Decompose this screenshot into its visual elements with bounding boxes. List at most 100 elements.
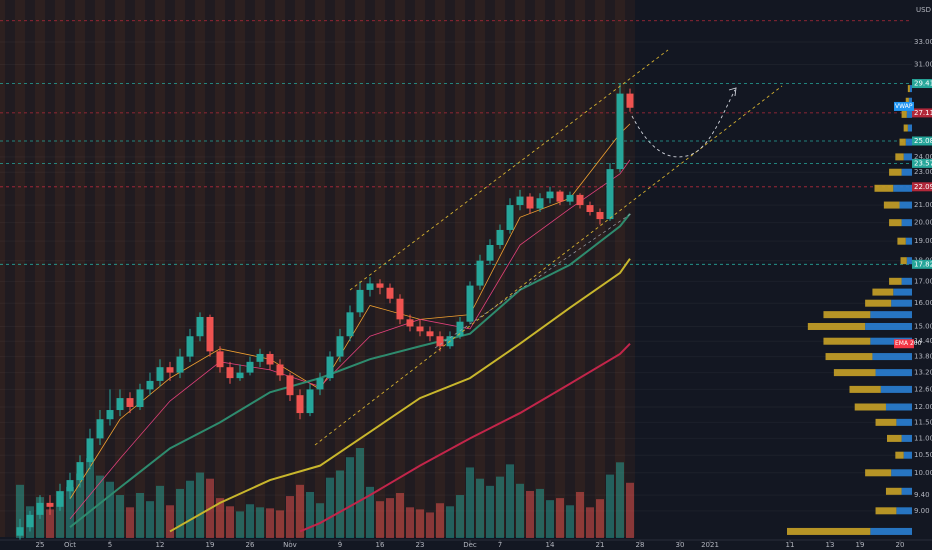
y-tick-label: 14.40	[914, 337, 932, 345]
volume-bar	[146, 501, 154, 538]
volume-bar	[306, 491, 314, 538]
volume-bar	[586, 507, 594, 538]
candles	[16, 83, 634, 541]
session-band	[355, 0, 365, 537]
session-band	[545, 0, 555, 537]
volume-bar	[116, 495, 124, 538]
session-band	[105, 0, 115, 537]
y-tick-label: 19.00	[914, 237, 932, 245]
session-band	[365, 0, 375, 537]
x-tick-label: 5	[108, 541, 112, 549]
x-tick-label: 9	[338, 541, 342, 549]
profile-up	[907, 124, 912, 132]
x-tick-label: Oct	[64, 541, 76, 549]
volume-bar	[86, 458, 94, 538]
profile-down	[854, 403, 886, 411]
profile-up	[903, 153, 912, 161]
series-tag	[894, 101, 914, 111]
candle-body	[66, 480, 74, 492]
profile-up	[899, 201, 912, 209]
session-band	[185, 0, 195, 537]
candle-body	[236, 372, 244, 379]
session-band	[285, 0, 295, 537]
x-tick-label: 12	[156, 541, 165, 549]
y-tick-label: 11.00	[914, 434, 932, 442]
profile-down	[787, 527, 871, 535]
session-band	[35, 0, 45, 537]
candle-body	[216, 351, 224, 368]
volume-pane	[16, 448, 634, 538]
volume-bar	[406, 507, 414, 538]
y-tick-label: 13.20	[914, 369, 932, 377]
ma-line	[69, 213, 631, 529]
x-tick-label: 20	[896, 541, 905, 549]
candle-body	[256, 353, 264, 362]
session-band	[325, 0, 335, 537]
profile-up	[880, 385, 912, 393]
candle-body	[386, 287, 394, 299]
session-band	[295, 0, 305, 537]
x-tick-label: 16	[376, 541, 385, 549]
y-tick-label: 23.00	[914, 168, 932, 176]
profile-up	[901, 168, 912, 176]
session-band	[255, 0, 265, 537]
session-band	[495, 0, 505, 537]
candle-body	[316, 378, 324, 390]
session-band	[485, 0, 495, 537]
profile-down	[889, 219, 902, 227]
level-tag	[912, 108, 932, 118]
candle-body	[176, 356, 184, 373]
profile-up	[905, 237, 912, 245]
profile-up	[909, 85, 912, 93]
candle-body	[46, 502, 54, 507]
candle-body	[106, 410, 114, 420]
y-tick-label: 17.00	[914, 277, 932, 285]
y-tick-label: 12.00	[914, 403, 932, 411]
profile-down	[825, 353, 873, 361]
volume-bar	[196, 472, 204, 538]
profile-down	[823, 337, 871, 345]
volume-bar	[16, 484, 24, 538]
level-label: 17.82	[914, 260, 932, 268]
volume-bar	[256, 507, 264, 538]
ma-line	[169, 258, 631, 533]
moving-averages	[69, 123, 631, 533]
volume-bar	[216, 498, 224, 538]
session-band	[305, 0, 315, 537]
profile-up	[901, 487, 912, 495]
level-tag	[912, 158, 932, 168]
profile-down	[887, 434, 902, 442]
session-band	[375, 0, 385, 537]
channel-mid	[434, 212, 633, 349]
session-bands	[0, 0, 635, 537]
x-tick-label: 19	[206, 541, 215, 549]
session-band	[145, 0, 155, 537]
profile-down	[907, 85, 910, 93]
session-band	[425, 0, 435, 537]
ma-line	[299, 343, 631, 533]
volume-bar	[106, 481, 114, 538]
session-band	[155, 0, 165, 537]
session-band	[65, 0, 75, 537]
candle-body	[136, 389, 144, 408]
profile-down	[875, 418, 897, 426]
level-label: 27.11	[914, 109, 932, 117]
candle-body	[76, 462, 84, 481]
session-band	[235, 0, 245, 537]
session-band	[345, 0, 355, 537]
profile-up	[893, 288, 912, 296]
y-tick-label: 15.00	[914, 322, 932, 330]
series-tag-label: EMA 200	[895, 340, 922, 347]
session-band	[75, 0, 85, 537]
profile-up	[891, 469, 912, 477]
session-band	[385, 0, 395, 537]
x-tick-label: 2021	[701, 541, 719, 549]
y-tick-label: 11.50	[914, 418, 932, 426]
level-label: 29.41	[914, 80, 932, 88]
candle-body	[116, 398, 124, 411]
volume-bar	[316, 503, 324, 538]
profile-down	[833, 369, 876, 377]
volume-bar	[616, 462, 624, 538]
volume-bar	[286, 496, 294, 538]
